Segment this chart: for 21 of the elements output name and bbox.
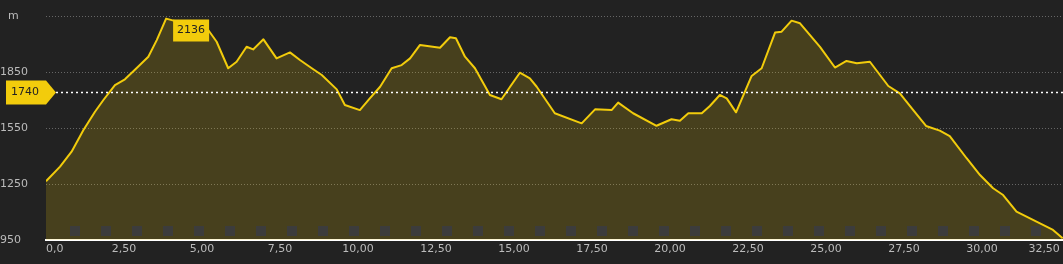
x-tick-label: 0,0 xyxy=(46,242,64,256)
x-tick-label: 17,50 xyxy=(576,242,608,256)
x-tick-label: 32,50 xyxy=(1028,242,1060,256)
x-tick-label: 22,50 xyxy=(732,242,764,256)
y-tick-label: 1550 xyxy=(0,120,28,134)
y-tick-label: 950 xyxy=(0,232,21,246)
x-tick-label: 7,50 xyxy=(267,242,293,256)
x-tick-label: 20,00 xyxy=(654,242,686,256)
x-tick-label: 2,50 xyxy=(111,242,137,256)
x-tick-label: 27,50 xyxy=(888,242,920,256)
x-tick-label: 5,00 xyxy=(189,242,215,256)
x-tick-label: 12,50 xyxy=(420,242,452,256)
x-tick-label: 30,00 xyxy=(966,242,998,256)
y-tick-label: 1850 xyxy=(0,64,28,78)
y-axis-title: m xyxy=(8,8,19,22)
annotation: 2136 xyxy=(177,23,206,37)
x-tick-label: 25,00 xyxy=(810,242,842,256)
x-tick-label: 15,00 xyxy=(498,242,530,256)
y-tick-label: 1250 xyxy=(0,176,28,190)
x-tick-label: 10,00 xyxy=(342,242,374,256)
ref-line-label: 1740 xyxy=(11,85,39,99)
